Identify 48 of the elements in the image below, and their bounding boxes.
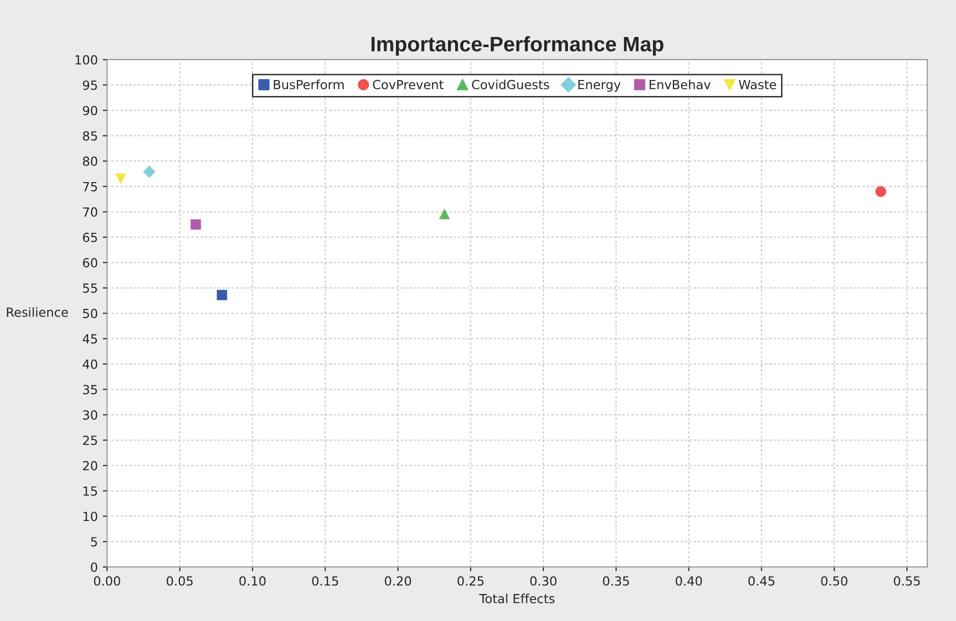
x-tick-label: 0.45	[748, 576, 774, 586]
point	[190, 219, 201, 230]
y-tick-label: 85	[82, 131, 97, 141]
y-tick-label: 65	[83, 232, 97, 242]
y-tick-label: 95	[82, 80, 97, 90]
y-tick-label: 40	[82, 360, 98, 369]
y-tick-label: 80	[82, 156, 98, 166]
y-tick-label: 15	[84, 486, 97, 496]
y-tick-label: 35	[83, 384, 97, 394]
x-tick-label: 0.50	[821, 576, 848, 586]
x-tick-label: 0.15	[312, 576, 338, 586]
legend-label: CovPrevent	[372, 80, 444, 90]
x-tick-label: 0.05	[166, 576, 193, 586]
y-tick-label: 90	[82, 106, 98, 116]
legend-label: CovidGuests	[472, 80, 550, 90]
y-tick-label: 25	[83, 436, 97, 446]
x-tick-label: 0.00	[94, 576, 120, 586]
y-tick-label: 55	[83, 284, 97, 293]
y-tick-label: 50	[83, 308, 98, 318]
x-tick-label: 0.55	[894, 576, 920, 586]
point	[116, 173, 126, 184]
point	[875, 186, 886, 197]
x-tick-label: 0.35	[603, 576, 629, 586]
y-tick-label: 5	[91, 537, 97, 547]
legend-label: BusPerform	[274, 80, 344, 90]
x-tick-label: 0.25	[458, 576, 484, 586]
y-tick-label: 30	[83, 410, 98, 420]
y-tick-label: 20	[83, 460, 98, 470]
x-tick-label: 0.20	[384, 576, 412, 586]
x-tick-label: 0.10	[239, 576, 266, 586]
y-tick-label: 75	[83, 182, 97, 192]
y-tick-label: 10	[84, 512, 98, 522]
x-axis-title: Total Effects	[479, 594, 555, 604]
y-tick-label: 0	[90, 562, 98, 572]
point	[439, 208, 450, 220]
point	[143, 166, 156, 178]
x-tick-label: 0.40	[676, 576, 702, 586]
legend-label: Waste	[738, 80, 776, 90]
x-tick-label: 0.30	[530, 576, 556, 586]
y-tick-label: 100	[76, 55, 98, 65]
y-tick-label: 70	[83, 207, 98, 217]
legend-label: Energy	[578, 80, 621, 92]
point	[216, 290, 228, 300]
y-axis-title: Resilience	[6, 307, 68, 317]
y-tick-label: 45	[82, 334, 97, 344]
chart-title: Importance-Performance Map	[372, 36, 664, 56]
y-tick-label: 60	[83, 258, 98, 268]
legend-label: EnvBehav	[650, 80, 711, 90]
